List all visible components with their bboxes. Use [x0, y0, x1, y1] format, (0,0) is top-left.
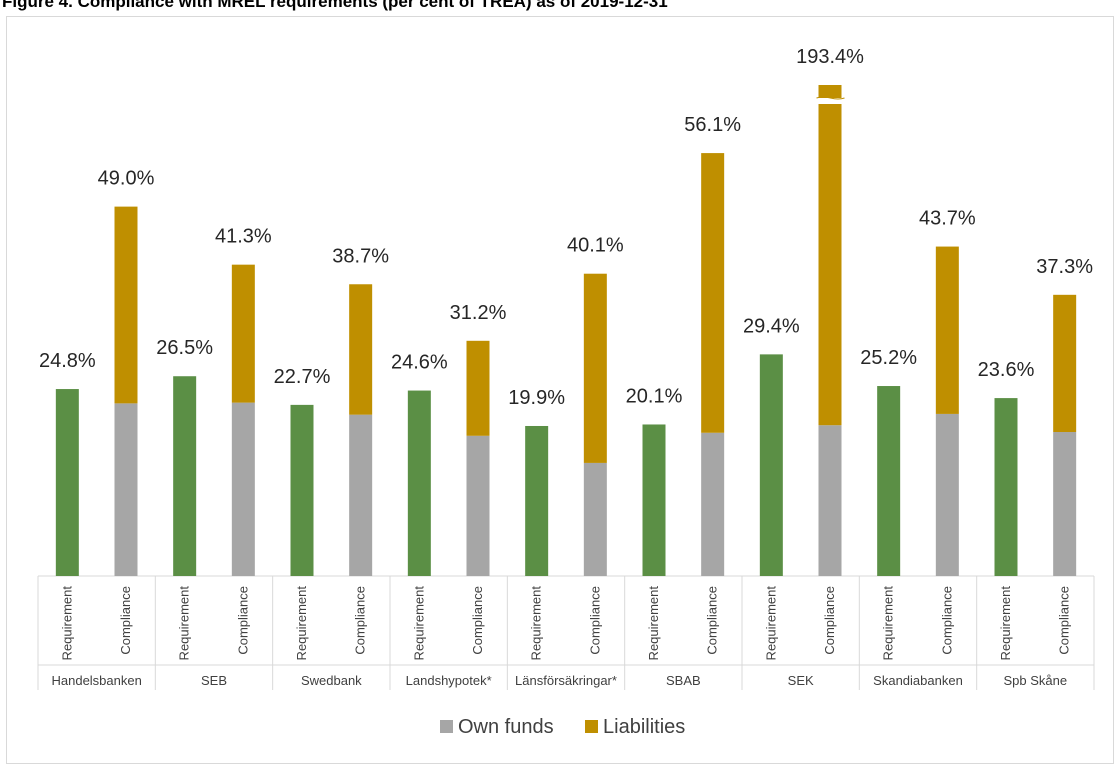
tick-label-compliance: Compliance: [1057, 586, 1072, 655]
bar-liabilities-landshypotek: [466, 340, 490, 436]
tick-label-requirement: Requirement: [411, 586, 426, 661]
tick-label-compliance: Compliance: [822, 586, 837, 655]
bar-requirement-landshypotek: [407, 390, 431, 576]
data-label-requirement-lansforsakringar: 19.9%: [508, 387, 565, 409]
tick-label-compliance: Compliance: [353, 586, 368, 655]
axis-break-line: [816, 96, 845, 100]
chart-frame: [6, 16, 1114, 764]
group-label-sbab: SBAB: [666, 673, 701, 688]
data-label-total-handelsbanken: 49.0%: [98, 168, 155, 190]
bar-requirement-skandiabanken: [877, 386, 901, 576]
bar-requirement-spb-skane: [994, 398, 1018, 576]
tick-label-compliance: Compliance: [705, 586, 720, 655]
data-label-requirement-handelsbanken: 24.8%: [39, 350, 96, 372]
group-label-swedbank: Swedbank: [301, 673, 362, 688]
group-label-spb-skane: Spb Skåne: [1004, 673, 1068, 688]
bar-own-funds-spb-skane: [1053, 432, 1077, 576]
data-label-total-swedbank: 38.7%: [332, 245, 389, 267]
group-label-sek: SEK: [788, 673, 814, 688]
chart-title: Figure 4. Compliance with MREL requireme…: [2, 0, 668, 11]
group-label-handelsbanken: Handelsbanken: [51, 673, 141, 688]
data-label-total-seb: 41.3%: [215, 226, 272, 248]
group-label-lansforsakringar: Länsförsäkringar*: [515, 673, 617, 688]
tick-label-requirement: Requirement: [646, 586, 661, 661]
group-label-seb: SEB: [201, 673, 227, 688]
bar-requirement-swedbank: [290, 404, 314, 576]
bar-own-funds-handelsbanken: [114, 403, 138, 576]
data-label-requirement-sek: 29.4%: [743, 315, 800, 337]
tick-label-compliance: Compliance: [118, 586, 133, 655]
bar-own-funds-swedbank: [349, 414, 373, 576]
data-label-requirement-landshypotek: 24.6%: [391, 352, 448, 374]
tick-label-compliance: Compliance: [470, 586, 485, 655]
bar-liabilities-skandiabanken: [935, 246, 959, 414]
legend-label-own-funds: Own funds: [458, 716, 554, 738]
data-label-requirement-swedbank: 22.7%: [274, 366, 331, 388]
legend-label-liabilities: Liabilities: [603, 716, 685, 738]
bar-requirement-seb: [173, 376, 197, 576]
bar-own-funds-sek: [818, 425, 842, 576]
bar-own-funds-skandiabanken: [935, 413, 959, 576]
data-label-requirement-sbab: 20.1%: [626, 385, 683, 407]
bar-own-funds-sbab: [701, 432, 725, 576]
bar-requirement-sek: [759, 354, 783, 576]
tick-label-requirement: Requirement: [177, 586, 192, 661]
legend-swatch-own-funds: [440, 720, 453, 733]
group-label-landshypotek: Landshypotek*: [406, 673, 492, 688]
bar-own-funds-landshypotek: [466, 435, 490, 576]
tick-label-requirement: Requirement: [763, 586, 778, 661]
data-label-total-spb-skane: 37.3%: [1036, 256, 1093, 278]
bar-liabilities-sbab: [701, 153, 725, 433]
data-label-total-landshypotek: 31.2%: [450, 302, 507, 324]
bar-requirement-lansforsakringar: [525, 425, 549, 576]
group-label-skandiabanken: Skandiabanken: [873, 673, 963, 688]
bar-liabilities-seb: [231, 264, 255, 403]
bar-requirement-handelsbanken: [55, 389, 79, 576]
bar-own-funds-lansforsakringar: [583, 462, 607, 576]
tick-label-requirement: Requirement: [881, 586, 896, 661]
data-label-total-lansforsakringar: 40.1%: [567, 235, 624, 257]
legend-swatch-liabilities: [585, 720, 598, 733]
bar-liabilities-swedbank: [349, 284, 373, 415]
data-label-requirement-skandiabanken: 25.2%: [860, 347, 917, 369]
tick-label-compliance: Compliance: [939, 586, 954, 655]
data-label-total-sbab: 56.1%: [684, 114, 741, 136]
bar-liabilities-handelsbanken: [114, 206, 138, 404]
tick-label-compliance: Compliance: [235, 586, 250, 655]
data-label-total-skandiabanken: 43.7%: [919, 208, 976, 230]
data-label-requirement-spb-skane: 23.6%: [978, 359, 1035, 381]
tick-label-compliance: Compliance: [587, 586, 602, 655]
data-label-requirement-seb: 26.5%: [156, 337, 213, 359]
tick-label-requirement: Requirement: [529, 586, 544, 661]
bar-requirement-sbab: [642, 424, 666, 576]
bar-own-funds-seb: [231, 402, 255, 576]
tick-label-requirement: Requirement: [59, 586, 74, 661]
data-label-total-sek: 193.4%: [796, 46, 864, 68]
bar-liabilities-spb-skane: [1053, 294, 1077, 433]
bar-liabilities-sek: [818, 85, 842, 426]
tick-label-requirement: Requirement: [294, 586, 309, 661]
bar-liabilities-lansforsakringar: [583, 273, 607, 463]
axis-break-marker: [816, 98, 844, 104]
tick-label-requirement: Requirement: [998, 586, 1013, 661]
